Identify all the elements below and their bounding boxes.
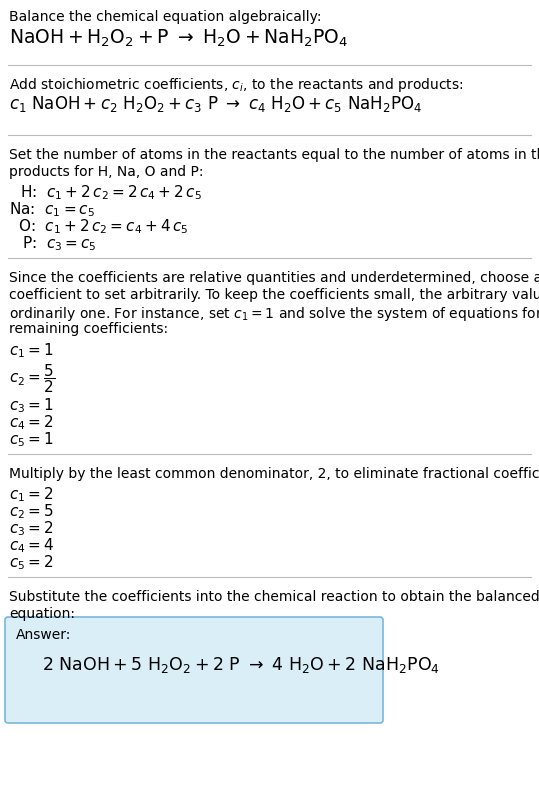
FancyBboxPatch shape	[5, 617, 383, 723]
Text: Substitute the coefficients into the chemical reaction to obtain the balanced: Substitute the coefficients into the che…	[9, 590, 539, 603]
Text: Multiply by the least common denominator, 2, to eliminate fractional coefficient: Multiply by the least common denominator…	[9, 466, 539, 480]
Text: Add stoichiometric coefficients, $c_i$, to the reactants and products:: Add stoichiometric coefficients, $c_i$, …	[9, 76, 464, 94]
Text: equation:: equation:	[9, 607, 75, 620]
Text: P:  $c_3 = c_5$: P: $c_3 = c_5$	[22, 234, 96, 252]
Text: $\mathrm{2\ NaOH + 5\ H_2O_2 + 2\ P}$ $\rightarrow$ $\mathrm{4\ H_2O + 2\ NaH_2P: $\mathrm{2\ NaOH + 5\ H_2O_2 + 2\ P}$ $\…	[42, 654, 440, 674]
Text: Na:  $c_1 = c_5$: Na: $c_1 = c_5$	[9, 200, 95, 218]
Text: Answer:: Answer:	[16, 627, 71, 642]
Text: $c_2 = 5$: $c_2 = 5$	[9, 501, 54, 520]
Text: Set the number of atoms in the reactants equal to the number of atoms in the: Set the number of atoms in the reactants…	[9, 148, 539, 162]
Text: $c_1 = 2$: $c_1 = 2$	[9, 484, 53, 503]
Text: Balance the chemical equation algebraically:: Balance the chemical equation algebraica…	[9, 10, 321, 24]
Text: $c_4 = 4$: $c_4 = 4$	[9, 535, 54, 554]
Text: $c_3 = 1$: $c_3 = 1$	[9, 396, 53, 414]
Text: $c_4 = 2$: $c_4 = 2$	[9, 413, 53, 431]
Text: remaining coefficients:: remaining coefficients:	[9, 322, 168, 336]
Text: ordinarily one. For instance, set $c_1 = 1$ and solve the system of equations fo: ordinarily one. For instance, set $c_1 =…	[9, 305, 539, 323]
Text: $c_3 = 2$: $c_3 = 2$	[9, 518, 53, 537]
Text: O:  $c_1 + 2\,c_2 = c_4 + 4\,c_5$: O: $c_1 + 2\,c_2 = c_4 + 4\,c_5$	[18, 217, 188, 235]
Text: $c_1\ \mathrm{NaOH} + c_2\ \mathrm{H_2O_2} + c_3\ \mathrm{P}\ \rightarrow\ c_4\ : $c_1\ \mathrm{NaOH} + c_2\ \mathrm{H_2O_…	[9, 94, 423, 114]
Text: $c_2 = \dfrac{5}{2}$: $c_2 = \dfrac{5}{2}$	[9, 362, 55, 394]
Text: $c_5 = 2$: $c_5 = 2$	[9, 552, 53, 571]
Text: $c_1 = 1$: $c_1 = 1$	[9, 341, 53, 359]
Text: Since the coefficients are relative quantities and underdetermined, choose a: Since the coefficients are relative quan…	[9, 271, 539, 285]
Text: $c_5 = 1$: $c_5 = 1$	[9, 430, 53, 448]
Text: coefficient to set arbitrarily. To keep the coefficients small, the arbitrary va: coefficient to set arbitrarily. To keep …	[9, 288, 539, 302]
Text: products for H, Na, O and P:: products for H, Na, O and P:	[9, 165, 204, 178]
Text: H:  $c_1 + 2\,c_2 = 2\,c_4 + 2\,c_5$: H: $c_1 + 2\,c_2 = 2\,c_4 + 2\,c_5$	[20, 182, 202, 201]
Text: $\mathbf{\mathrm{NaOH + H_2O_2 + P}}$ $\rightarrow$ $\mathbf{\mathrm{H_2O + NaH_: $\mathbf{\mathrm{NaOH + H_2O_2 + P}}$ $\…	[9, 28, 348, 49]
